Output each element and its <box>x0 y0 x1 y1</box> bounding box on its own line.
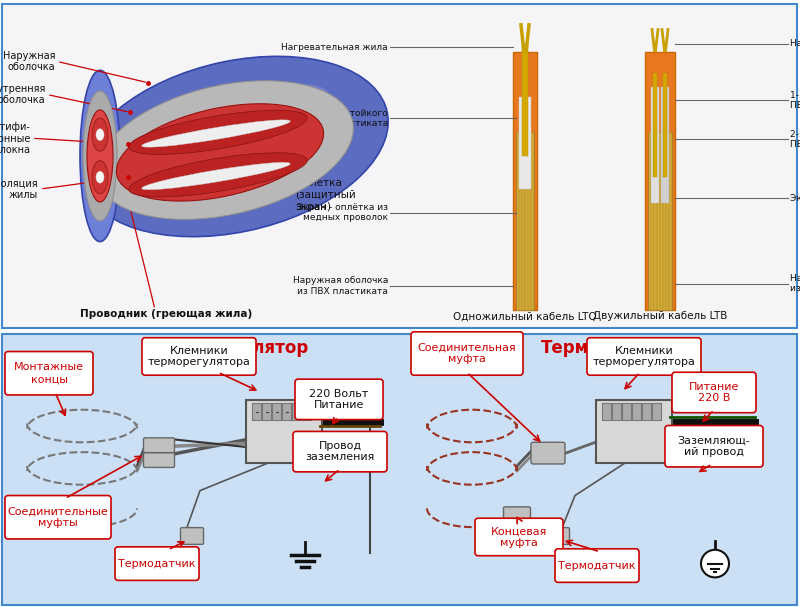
FancyBboxPatch shape <box>622 403 630 420</box>
FancyBboxPatch shape <box>642 403 650 420</box>
FancyBboxPatch shape <box>295 379 383 419</box>
FancyBboxPatch shape <box>143 438 174 453</box>
FancyBboxPatch shape <box>262 403 270 420</box>
Text: Терморегулятор: Терморегулятор <box>541 339 699 357</box>
Text: Наружная оболочка
из ПВХ пластиката: Наружная оболочка из ПВХ пластиката <box>293 276 388 296</box>
FancyBboxPatch shape <box>555 549 639 582</box>
Text: Оплетка
(защитный
экран): Оплетка (защитный экран) <box>295 178 356 212</box>
FancyBboxPatch shape <box>672 372 756 413</box>
Ellipse shape <box>82 56 388 237</box>
Text: 2-я изоляция из теплостойкого
ПВХ пластиката: 2-я изоляция из теплостойкого ПВХ пласти… <box>790 130 800 149</box>
Text: Клемники
терморегулятора: Клемники терморегулятора <box>147 345 250 367</box>
Text: Наружная
оболочка: Наружная оболочка <box>2 50 55 72</box>
Text: 220 Вольт
Питание: 220 Вольт Питание <box>310 388 369 410</box>
Text: Наружная оболочка
из ПВХ пластиката: Наружная оболочка из ПВХ пластиката <box>790 274 800 293</box>
Ellipse shape <box>87 110 113 202</box>
FancyBboxPatch shape <box>651 403 661 420</box>
Text: Нагревательные жилы: Нагревательные жилы <box>790 39 800 48</box>
FancyBboxPatch shape <box>302 403 310 420</box>
FancyBboxPatch shape <box>411 332 523 375</box>
FancyBboxPatch shape <box>519 97 531 189</box>
Text: Терморегулятор: Терморегулятор <box>151 339 309 357</box>
Text: Монтажные
концы: Монтажные концы <box>14 362 84 384</box>
Text: Клемники
терморегулятора: Клемники терморегулятора <box>593 345 695 367</box>
Text: Заземляющ-
ий провод: Заземляющ- ий провод <box>678 435 750 457</box>
FancyBboxPatch shape <box>115 547 199 580</box>
Ellipse shape <box>142 120 290 147</box>
Text: 1-я изоляция из теплостойкого
ПВХ пластиката: 1-я изоляция из теплостойкого ПВХ пласти… <box>790 90 800 110</box>
Ellipse shape <box>116 104 324 201</box>
FancyBboxPatch shape <box>181 527 203 544</box>
Text: Внутренняя
оболочка: Внутренняя оболочка <box>0 84 45 106</box>
FancyBboxPatch shape <box>516 132 534 310</box>
Ellipse shape <box>129 153 307 197</box>
Ellipse shape <box>129 110 307 154</box>
Text: Изоляция
жилы: Изоляция жилы <box>0 178 38 200</box>
FancyBboxPatch shape <box>665 426 763 467</box>
FancyBboxPatch shape <box>602 403 610 420</box>
Ellipse shape <box>92 161 108 194</box>
Text: Питание
220 В: Питание 220 В <box>689 382 739 403</box>
FancyBboxPatch shape <box>546 527 570 544</box>
Text: Соединительная
муфта: Соединительная муфта <box>418 343 516 364</box>
Text: Изоляция из теплостойкого
ПВХ пластиката: Изоляция из теплостойкого ПВХ пластиката <box>254 109 388 128</box>
Ellipse shape <box>131 84 329 146</box>
FancyBboxPatch shape <box>611 403 621 420</box>
Text: Концевая
муфта: Концевая муфта <box>491 526 547 548</box>
FancyBboxPatch shape <box>475 518 563 556</box>
FancyBboxPatch shape <box>143 453 174 467</box>
Ellipse shape <box>83 91 117 221</box>
FancyBboxPatch shape <box>5 495 111 539</box>
FancyBboxPatch shape <box>531 443 565 464</box>
FancyBboxPatch shape <box>631 403 641 420</box>
Ellipse shape <box>96 129 104 141</box>
Text: Экран - оплётка из медных проволок: Экран - оплётка из медных проволок <box>790 194 800 203</box>
Text: Провод
заземления: Провод заземления <box>306 441 374 463</box>
Ellipse shape <box>142 163 290 190</box>
FancyBboxPatch shape <box>282 403 290 420</box>
FancyBboxPatch shape <box>653 73 657 177</box>
Text: Идентифи-
кационные
волокна: Идентифи- кационные волокна <box>0 121 30 155</box>
FancyBboxPatch shape <box>271 403 281 420</box>
Text: Экран - оплётка из
медных проволок: Экран - оплётка из медных проволок <box>297 203 388 222</box>
Ellipse shape <box>80 70 120 242</box>
FancyBboxPatch shape <box>596 400 672 463</box>
Ellipse shape <box>96 171 104 183</box>
FancyBboxPatch shape <box>503 507 530 524</box>
Text: Одножильный кабель LTO: Одножильный кабель LTO <box>453 311 597 321</box>
FancyBboxPatch shape <box>251 403 261 420</box>
FancyBboxPatch shape <box>5 351 93 395</box>
FancyBboxPatch shape <box>648 132 672 310</box>
FancyBboxPatch shape <box>645 52 675 310</box>
Text: Соединительные
муфты: Соединительные муфты <box>8 506 108 528</box>
Ellipse shape <box>92 118 108 151</box>
FancyBboxPatch shape <box>293 432 387 472</box>
FancyBboxPatch shape <box>587 337 701 375</box>
FancyBboxPatch shape <box>513 52 537 310</box>
Ellipse shape <box>97 81 354 219</box>
Text: Проводник (греющая жила): Проводник (греющая жила) <box>80 309 252 319</box>
FancyBboxPatch shape <box>522 44 528 156</box>
FancyBboxPatch shape <box>2 4 797 328</box>
FancyBboxPatch shape <box>661 87 669 203</box>
FancyBboxPatch shape <box>663 73 667 177</box>
FancyBboxPatch shape <box>246 400 322 463</box>
Text: Термодатчик: Термодатчик <box>558 561 636 571</box>
FancyBboxPatch shape <box>291 403 301 420</box>
Text: Двужильный кабель LTB: Двужильный кабель LTB <box>593 311 727 321</box>
FancyBboxPatch shape <box>142 337 256 375</box>
Text: Нагревательная жила: Нагревательная жила <box>282 42 388 52</box>
FancyBboxPatch shape <box>2 334 797 605</box>
Text: Термодатчик: Термодатчик <box>118 558 196 569</box>
Circle shape <box>701 550 729 577</box>
FancyBboxPatch shape <box>651 87 659 203</box>
